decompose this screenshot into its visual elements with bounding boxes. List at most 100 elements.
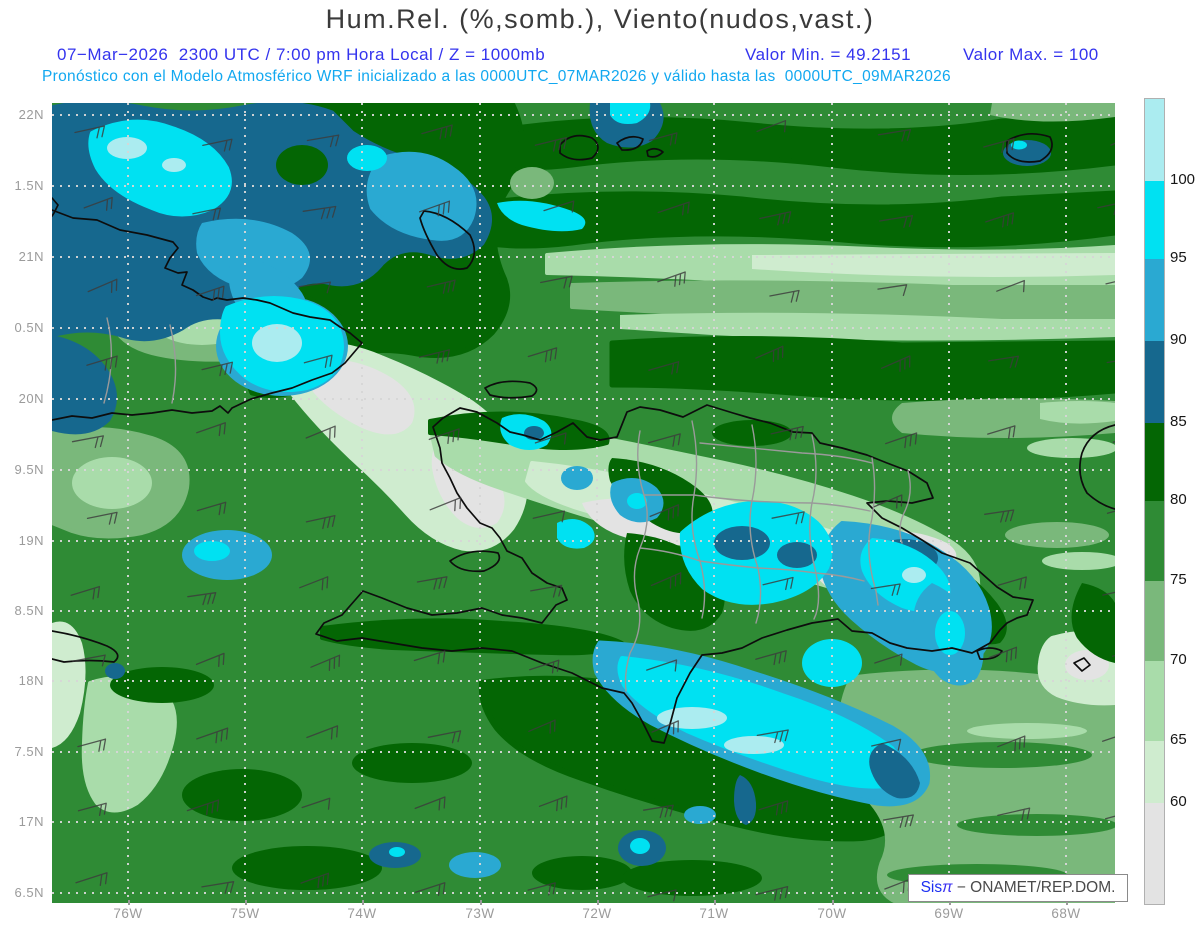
lon-label: 70W bbox=[817, 906, 847, 921]
lat-label: 0.5N bbox=[14, 320, 44, 335]
lat-label: 17N bbox=[18, 814, 44, 829]
wind-barb bbox=[187, 592, 217, 606]
valor-max-label: Valor Max. = 100 bbox=[963, 45, 1099, 64]
lon-label: 74W bbox=[347, 906, 377, 921]
wind-barb bbox=[86, 355, 118, 371]
wind-barb bbox=[305, 514, 336, 530]
wind-barb bbox=[300, 872, 330, 889]
wind-barb bbox=[880, 355, 911, 372]
wind-barb bbox=[651, 720, 679, 735]
wind-barb bbox=[871, 738, 902, 751]
wind-barb bbox=[534, 432, 567, 445]
wind-barb bbox=[72, 654, 106, 667]
wind-barb bbox=[988, 355, 1020, 369]
wind-barb bbox=[416, 576, 448, 590]
wind-barb bbox=[86, 511, 118, 525]
lon-label: 68W bbox=[1051, 906, 1081, 921]
colorbar-tick-label: 80 bbox=[1170, 491, 1187, 508]
wind-barb bbox=[997, 735, 1026, 752]
wind-barb bbox=[302, 205, 337, 220]
wind-barb bbox=[758, 800, 789, 816]
lon-tick bbox=[128, 900, 130, 905]
colorbar-segment bbox=[1145, 99, 1164, 181]
lat-label: 7.5N bbox=[14, 744, 44, 759]
wind-barb bbox=[755, 650, 787, 666]
valor-min-label: Valor Min. = 49.2151 bbox=[745, 45, 912, 64]
lon-tick bbox=[480, 900, 482, 905]
wind-barb bbox=[756, 120, 787, 133]
wind-barb bbox=[1102, 591, 1115, 596]
lon-label: 76W bbox=[113, 906, 143, 921]
wind-barb bbox=[421, 124, 453, 140]
wind-barb bbox=[873, 494, 903, 509]
wind-barb bbox=[984, 509, 1015, 523]
wind-barb bbox=[642, 804, 674, 819]
colorbar-tick-label: 85 bbox=[1170, 413, 1187, 430]
wind-barb bbox=[301, 797, 331, 810]
lon-label: 75W bbox=[230, 906, 260, 921]
lon-tick bbox=[1066, 900, 1068, 905]
wind-barb bbox=[74, 125, 106, 139]
colorbar-segment bbox=[1145, 661, 1164, 741]
lat-label: 18N bbox=[18, 673, 44, 688]
colorbar-segment bbox=[1145, 501, 1164, 581]
wind-barb bbox=[299, 576, 329, 591]
wind-barb bbox=[413, 650, 446, 665]
wind-barb bbox=[77, 738, 107, 752]
wind-barb bbox=[985, 212, 1015, 228]
wind-barb bbox=[534, 136, 567, 152]
wind-barb bbox=[527, 347, 558, 363]
colorbar-segment bbox=[1145, 423, 1164, 501]
colorbar-tick-label: 95 bbox=[1170, 249, 1187, 266]
colorbar-tick-label: 75 bbox=[1170, 571, 1187, 588]
colorbar-segment bbox=[1145, 741, 1164, 803]
wind-barb bbox=[429, 496, 462, 512]
lon-tick bbox=[832, 900, 834, 905]
wind-barb bbox=[646, 659, 678, 672]
lon-tick bbox=[597, 900, 599, 905]
wind-barb bbox=[195, 285, 225, 302]
wind-barb bbox=[874, 653, 903, 666]
wind-barb bbox=[298, 281, 332, 294]
lon-tick bbox=[362, 900, 364, 905]
wind-barb bbox=[877, 128, 912, 142]
wind-barb bbox=[648, 361, 680, 375]
wind-barb bbox=[77, 802, 107, 817]
lon-label: 73W bbox=[465, 906, 495, 921]
colorbar-tick-label: 65 bbox=[1170, 731, 1187, 748]
wind-barb bbox=[87, 278, 118, 294]
admin-borders bbox=[103, 317, 911, 692]
credit-box: Sis π − ONAMET/REP.DOM. bbox=[908, 874, 1128, 902]
wind-barb bbox=[771, 511, 805, 525]
wind-barb bbox=[997, 576, 1027, 590]
lon-tick bbox=[245, 900, 247, 905]
wind-barb bbox=[186, 799, 220, 816]
wind-barb bbox=[538, 795, 568, 812]
pi-symbol: π bbox=[942, 879, 953, 896]
wind-barb bbox=[543, 200, 575, 213]
wind-barb bbox=[983, 138, 1015, 154]
wind-barb bbox=[70, 585, 101, 600]
wind-barb bbox=[527, 882, 556, 896]
wind-barb bbox=[987, 425, 1016, 439]
colorbar-tick-label: 60 bbox=[1170, 793, 1187, 810]
colorbar-segment bbox=[1145, 803, 1164, 904]
lat-label: 20N bbox=[18, 391, 44, 406]
wind-barb bbox=[755, 345, 784, 362]
lon-label: 69W bbox=[934, 906, 964, 921]
lon-label: 71W bbox=[699, 906, 729, 921]
page-title: Hum.Rel. (%,somb.), Viento(nudos,vast.) bbox=[325, 4, 875, 34]
wind-barb bbox=[532, 510, 566, 523]
colorbar bbox=[1144, 98, 1165, 905]
wind-barb bbox=[418, 200, 451, 217]
wind-barb bbox=[428, 428, 460, 445]
wind-barb bbox=[647, 433, 681, 447]
wind-barb bbox=[196, 422, 226, 437]
wind-barb bbox=[1106, 510, 1115, 514]
wind-barb bbox=[769, 289, 800, 303]
wind-barb bbox=[540, 275, 573, 289]
wind-barb bbox=[770, 425, 804, 441]
graticule bbox=[52, 103, 1115, 903]
coastlines bbox=[52, 132, 1115, 744]
colorbar-segment bbox=[1145, 581, 1164, 661]
